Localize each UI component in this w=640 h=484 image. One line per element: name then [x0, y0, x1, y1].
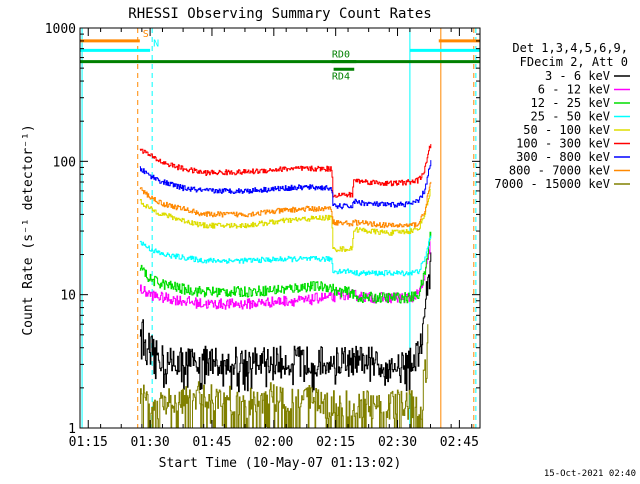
flag-label-1: S: [143, 29, 149, 40]
series-line-9: [139, 324, 429, 429]
plot-frame: [79, 27, 481, 429]
status-flags: SN RD0 RD4: [80, 29, 480, 82]
x-tick-label-4: 02:00: [254, 435, 293, 450]
legend-label-8: 800 - 7000 keV: [509, 164, 610, 178]
legend-header-2: FDecim 2, Att 0: [520, 55, 628, 69]
legend-label-2: 6 - 12 keV: [538, 83, 610, 97]
y-tick-label-3: 100: [53, 155, 76, 170]
plot-axes: 01:15 01:30 01:45 02:00 02:15 02:30 02:45 1 10 10…: [45, 22, 481, 450]
legend-label-5: 50 - 100 keV: [523, 123, 610, 137]
series-line-5: [139, 188, 431, 253]
flag-label-2: N: [153, 38, 159, 49]
legend-header-1: Det 1,3,4,5,6,9,: [512, 41, 628, 55]
flag-label-5: RD4: [332, 71, 350, 82]
x-tick-label-3: 01:45: [192, 435, 231, 450]
legend-label-4: 25 - 50 keV: [531, 110, 610, 124]
x-tick-label-6: 02:30: [378, 435, 417, 450]
chart-title: RHESSI Observing Summary Count Rates: [128, 6, 431, 22]
time-markers: [81, 28, 477, 428]
legend-label-3: 12 - 25 keV: [531, 96, 610, 110]
legend-label-1: 3 - 6 keV: [545, 69, 610, 83]
series-line-7: [139, 160, 432, 210]
x-tick-label-2: 01:30: [131, 435, 170, 450]
y-tick-label-4: 1000: [45, 22, 76, 37]
series-line-3: [139, 231, 432, 304]
legend-label-9: 7000 - 15000 keV: [494, 177, 610, 191]
y-tick-label-2: 10: [60, 289, 76, 304]
y-axis-label: Count Rate (s⁻¹ detector⁻¹): [21, 124, 36, 335]
series-line-8: [139, 181, 432, 229]
series-line-4: [139, 235, 432, 277]
x-tick-label-7: 02:45: [440, 435, 479, 450]
x-tick-label-1: 01:15: [69, 435, 108, 450]
series-line-2: [139, 241, 431, 310]
data-series: [139, 144, 432, 429]
flag-label-4: RD0: [332, 50, 350, 61]
footer-timestamp: 15-Oct-2021 02:40: [544, 469, 636, 479]
y-tick-label-1: 1: [68, 422, 76, 437]
x-tick-label-5: 02:15: [316, 435, 355, 450]
series-line-1: [139, 252, 432, 393]
series-line-6: [139, 144, 432, 198]
legend: Det 1,3,4,5,6,9,FDecim 2, Att 03 - 6 keV…: [494, 41, 630, 191]
legend-label-6: 100 - 300 keV: [516, 137, 610, 151]
x-axis-label: Start Time (10-May-07 01:13:02): [159, 456, 402, 471]
legend-label-7: 300 - 800 keV: [516, 150, 610, 164]
